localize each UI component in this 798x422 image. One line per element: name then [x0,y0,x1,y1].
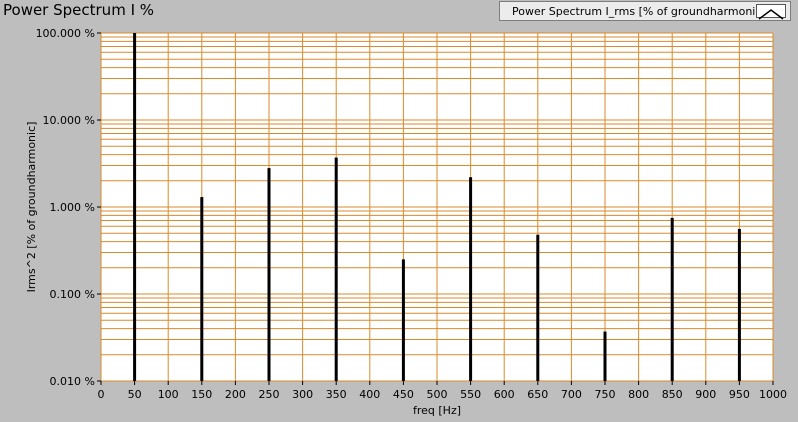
x-tick-label: 150 [191,388,212,401]
y-axis-label: Irms^2 [% of groundharmonic] [25,122,38,293]
x-tick-label: 550 [460,388,481,401]
x-tick-label: 50 [128,388,142,401]
bar [334,157,338,381]
x-axis-label: freq [Hz] [413,404,461,417]
bar [603,331,607,381]
line-plot-icon[interactable] [756,4,786,20]
x-tick-label: 500 [427,388,448,401]
bar-series [133,33,741,381]
x-tick-label: 900 [695,388,716,401]
x-tick-label: 200 [225,388,246,401]
x-tick-label: 950 [729,388,750,401]
x-tick-label: 750 [595,388,616,401]
legend[interactable]: Power Spectrum I_rms [% of groundharmoni… [499,1,791,21]
y-tick-labels: 0.010 % 0.100 % 1.000 % 10.000 % 100.000 % [36,27,101,388]
bar [200,197,204,381]
bar [133,33,137,381]
bar [267,168,271,381]
y-tick-label: 1.000 % [50,201,95,214]
y-tick-label: 0.010 % [50,375,95,388]
legend-label: Power Spectrum I_rms [% of groundharmoni… [512,5,766,18]
bar [670,217,674,381]
x-tick-label: 1000 [759,388,787,401]
x-tick-label: 600 [494,388,515,401]
x-tick-label: 0 [98,388,105,401]
bar [469,177,473,381]
bar [536,234,540,381]
x-tick-label: 650 [527,388,548,401]
x-tick-label: 400 [359,388,380,401]
x-tick-label: 300 [292,388,313,401]
x-tick-label: 250 [259,388,280,401]
x-tick-label: 450 [393,388,414,401]
x-tick-label: 700 [561,388,582,401]
x-tick-label: 100 [158,388,179,401]
bar [401,259,405,381]
x-tick-label: 850 [662,388,683,401]
y-tick-label: 0.100 % [50,288,95,301]
chart-title: Power Spectrum I % [3,1,155,19]
bar [737,228,741,381]
y-tick-label: 100.000 % [36,27,95,40]
x-tick-label: 350 [326,388,347,401]
x-tick-labels: 0 50 100 150 200 250 300 350 400 450 500 550 600 650 7… [98,381,787,401]
y-tick-label: 10.000 % [43,114,95,127]
x-tick-label: 800 [628,388,649,401]
